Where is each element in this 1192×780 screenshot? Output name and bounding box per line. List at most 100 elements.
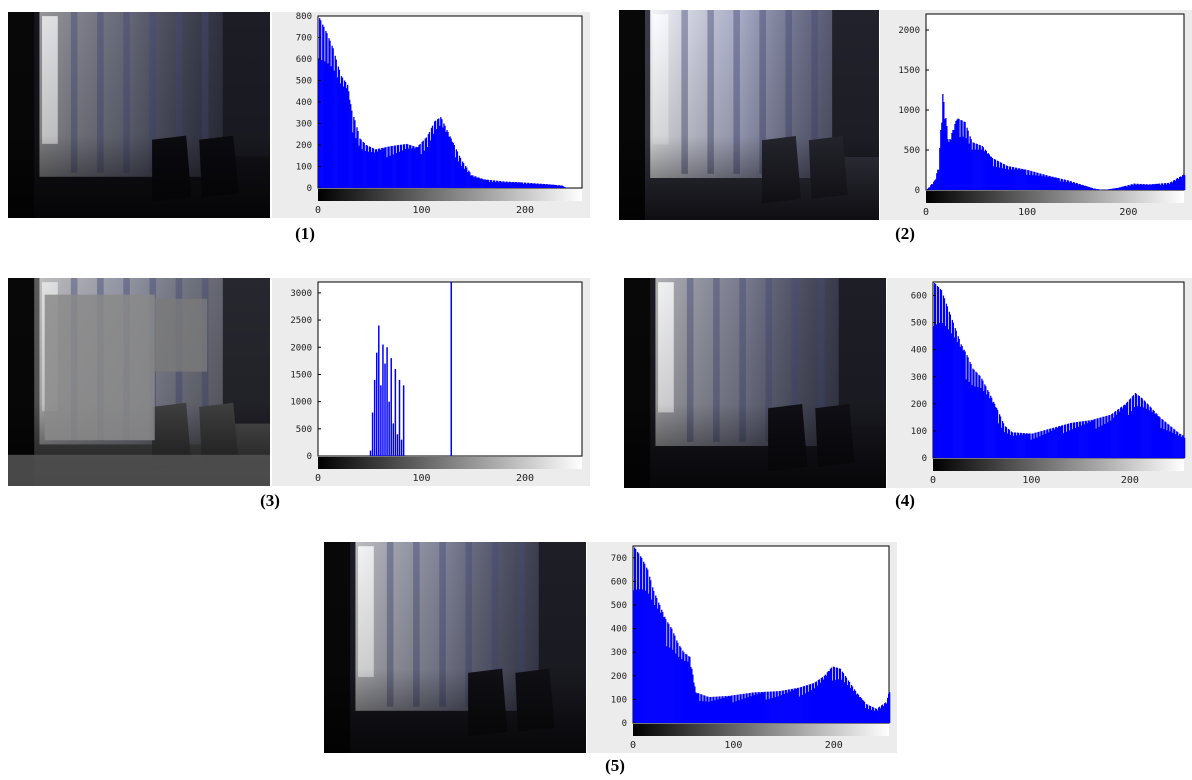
histogram-bar <box>930 185 932 190</box>
histogram-bar <box>340 76 343 188</box>
histogram-bar <box>1056 426 1058 458</box>
histogram-bar <box>1070 422 1073 458</box>
histogram-bar <box>951 319 953 458</box>
histogram-bar <box>418 145 420 188</box>
histogram-bar <box>432 133 435 188</box>
histogram-bar <box>641 557 643 723</box>
histogram-bar <box>370 152 373 188</box>
histogram-bar <box>1127 185 1129 190</box>
histogram-bar <box>1092 420 1094 458</box>
histogram-bar <box>830 667 833 723</box>
histogram-bar <box>473 177 475 188</box>
histogram-bar <box>1130 411 1133 458</box>
histogram-bar <box>690 666 692 723</box>
histogram-bar <box>1063 424 1066 458</box>
histogram-bar <box>711 701 713 723</box>
histogram-bar <box>506 181 508 188</box>
histogram-bar <box>725 696 727 723</box>
histogram-bar <box>1085 420 1087 458</box>
histogram-bar <box>1159 417 1161 458</box>
histogram-bar <box>712 696 714 723</box>
histogram-bar <box>709 696 711 723</box>
histogram-bar <box>1076 183 1079 190</box>
histogram-bar <box>645 590 647 723</box>
histogram-bar <box>964 122 966 190</box>
histogram-bar <box>540 183 542 188</box>
histogram-bar <box>1064 179 1066 190</box>
histogram-bar <box>444 125 446 188</box>
histogram-bar <box>668 623 670 723</box>
histogram-bar <box>868 705 871 723</box>
histogram-bar <box>385 147 387 188</box>
histogram-bar <box>814 682 817 723</box>
histogram-bar <box>369 450 372 456</box>
histogram-bar <box>1032 175 1034 190</box>
histogram-bar <box>1088 420 1090 458</box>
histogram-bar <box>728 695 730 723</box>
histogram-bar <box>643 561 645 723</box>
histogram-bar <box>995 166 998 190</box>
histogram-bar <box>1124 186 1126 190</box>
histogram-bar <box>1122 405 1125 458</box>
histogram-bar <box>1018 435 1020 458</box>
histogram-bar <box>372 148 375 188</box>
histogram-bar <box>563 186 565 188</box>
histogram-bar <box>706 696 708 723</box>
histogram-bar <box>537 183 539 188</box>
histogram-bar <box>773 691 775 723</box>
histogram-bar <box>511 181 513 188</box>
histogram-bar <box>536 183 538 188</box>
histogram-bar <box>747 697 749 723</box>
histogram-bar <box>855 694 858 723</box>
histogram-bar <box>483 179 485 188</box>
histogram-bar <box>1128 399 1131 458</box>
histogram-bar <box>1086 186 1089 190</box>
histogram-bar <box>1176 178 1179 190</box>
histogram-bar <box>1009 166 1012 190</box>
histogram-bar <box>1019 168 1021 190</box>
histogram-bar <box>1048 175 1050 190</box>
histogram-bar <box>399 144 402 188</box>
histogram-bar <box>1154 414 1156 458</box>
histogram-bar <box>981 378 983 458</box>
histogram-bar <box>1021 434 1023 458</box>
histogram-bar <box>1117 409 1119 458</box>
histogram-bar <box>799 687 801 723</box>
histogram-bar <box>931 184 933 190</box>
histogram-bar <box>560 185 562 188</box>
histogram-bar <box>334 55 336 189</box>
histogram-bar <box>333 70 335 188</box>
histogram-bar <box>353 117 355 188</box>
histogram-bar <box>337 66 340 188</box>
histogram-3: 0 500 1000 1500 2000 2500 3000 0 100 200 <box>272 278 590 486</box>
histogram-bar <box>928 187 930 190</box>
histogram-bar <box>394 369 397 456</box>
histogram-bar <box>416 147 418 188</box>
histogram-bar <box>807 691 809 723</box>
histogram-bar <box>652 587 654 723</box>
histogram-bar <box>400 144 403 188</box>
histogram-bar <box>1119 411 1121 458</box>
histogram-bar <box>1053 177 1055 190</box>
caption-3: (3) <box>260 491 280 510</box>
histogram-bar <box>363 142 365 188</box>
x-tick-label: 200 <box>516 473 534 484</box>
histogram-bar <box>832 666 835 723</box>
histogram-bar <box>440 117 442 188</box>
histogram-bar <box>330 66 332 188</box>
histogram-bar <box>354 120 356 188</box>
histogram-bar <box>1134 183 1136 190</box>
histogram-bar <box>375 149 378 188</box>
histogram-bar <box>810 690 812 723</box>
histogram-bar <box>946 126 948 190</box>
histogram-bar <box>952 130 954 190</box>
histogram-bar <box>1151 412 1153 458</box>
histogram-bar <box>849 687 852 723</box>
histogram-bar <box>438 118 440 188</box>
histogram-bar <box>383 148 385 188</box>
histogram-bar <box>520 182 523 188</box>
histogram-bar <box>1147 404 1149 458</box>
histogram-bar <box>417 147 419 188</box>
histogram-bar <box>545 184 548 188</box>
histogram-bar <box>474 176 476 188</box>
